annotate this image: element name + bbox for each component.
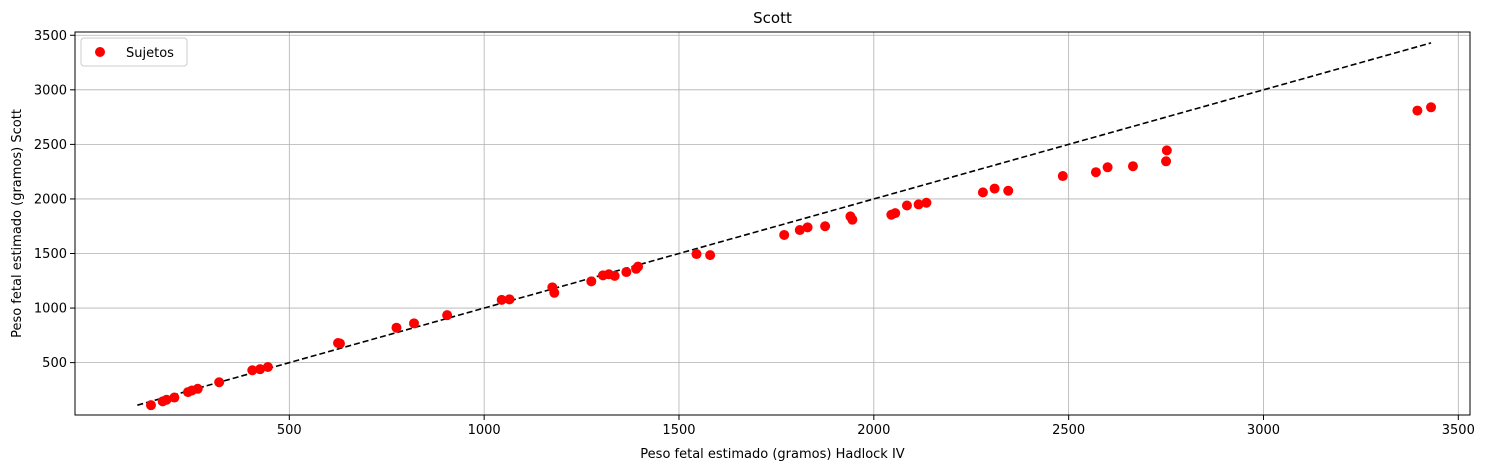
data-point [586, 276, 597, 287]
data-point [609, 270, 620, 281]
data-point [1090, 167, 1101, 178]
reference-line [137, 42, 1432, 406]
legend-box [80, 37, 188, 67]
x-tick-label: 500 [277, 423, 302, 438]
data-point [802, 222, 813, 233]
data-point [255, 364, 266, 375]
y-axis-label: Peso fetal estimado (gramos) Scott [10, 109, 25, 338]
x-tick-label: 2000 [857, 423, 890, 438]
plot-frame [74, 31, 1471, 416]
grid [75, 32, 1470, 415]
data-point [214, 377, 225, 388]
data-point [1102, 162, 1113, 173]
data-point [504, 294, 515, 305]
y-tick-label: 1500 [34, 247, 67, 262]
data-point [161, 394, 172, 405]
x-tick-label: 3500 [1442, 423, 1475, 438]
data-point [977, 187, 988, 198]
data-point [1127, 161, 1138, 172]
y-tick-label: 3000 [34, 83, 67, 98]
data-point [549, 287, 560, 298]
data-point [633, 261, 644, 272]
data-point [1426, 102, 1437, 113]
x-tick-label: 1500 [662, 423, 695, 438]
y-tick-label: 2500 [34, 138, 67, 153]
data-point [391, 322, 402, 333]
chart-title: Scott [753, 9, 792, 27]
data-point [901, 200, 912, 211]
data-point [334, 338, 345, 349]
data-point [705, 250, 716, 261]
data-point [1057, 171, 1068, 182]
x-tick-label: 3000 [1247, 423, 1280, 438]
data-point [913, 199, 924, 210]
data-point [1003, 185, 1014, 196]
data-point [1412, 105, 1423, 116]
data-point [621, 267, 632, 278]
data-point [409, 318, 420, 329]
x-tick-label: 1000 [468, 423, 501, 438]
axis-ticks: 500 1000 1500 2000 2500 3000 3500 500 1000 1500 20… [34, 29, 1475, 438]
data-point [192, 383, 203, 394]
data-point [496, 294, 507, 305]
y-tick-label: 2000 [34, 192, 67, 207]
data-point [921, 197, 932, 208]
data-point [169, 392, 180, 403]
data-point [989, 183, 1000, 194]
legend-marker-sujetos [95, 47, 105, 57]
y-tick-label: 500 [42, 356, 67, 371]
data-point [145, 400, 156, 411]
legend-label-sujetos: Sujetos [126, 46, 174, 61]
x-axis-label: Peso fetal estimado (gramos) Hadlock IV [640, 447, 904, 462]
data-point [1161, 145, 1172, 156]
y-tick-label: 1000 [34, 302, 67, 317]
data-point [262, 361, 273, 372]
plot-data [137, 42, 1437, 411]
data-point [794, 225, 805, 236]
data-point [442, 310, 453, 321]
data-point [847, 214, 858, 225]
data-point [890, 208, 901, 219]
data-point [1161, 156, 1172, 167]
legend: Sujetos [80, 37, 188, 67]
data-point [247, 365, 258, 376]
data-point [820, 221, 831, 232]
y-tick-label: 3500 [34, 29, 67, 44]
data-point [779, 229, 790, 240]
x-tick-label: 2500 [1052, 423, 1085, 438]
data-point [691, 249, 702, 260]
